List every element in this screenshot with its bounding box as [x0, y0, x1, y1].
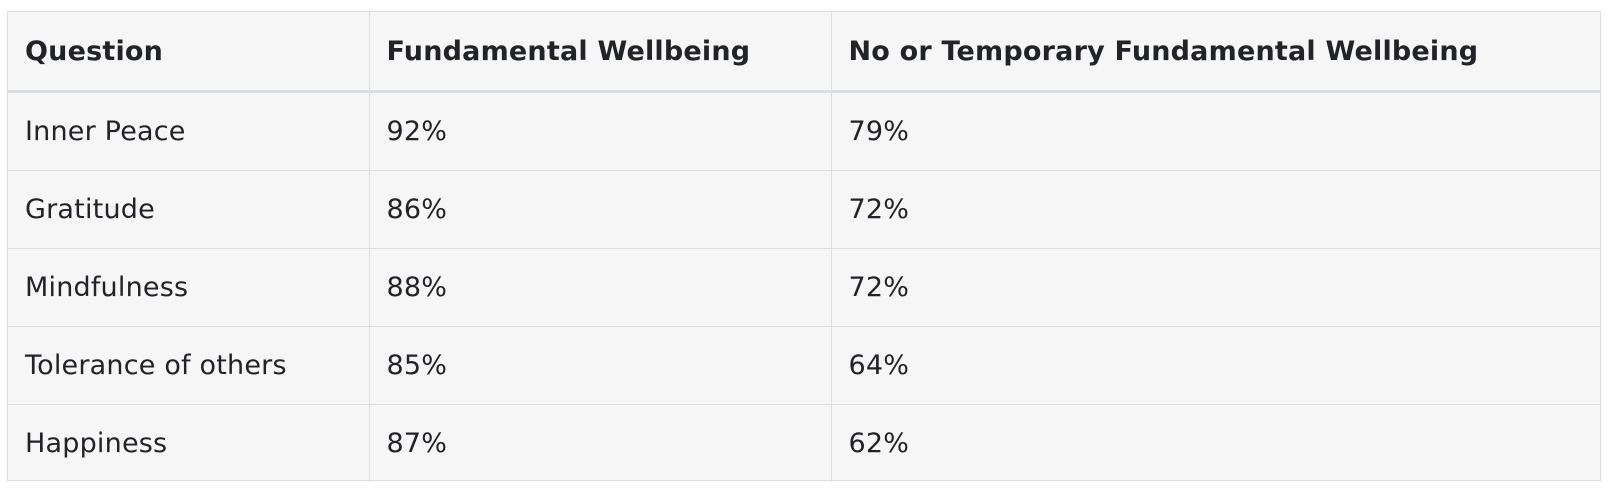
table-row: Happiness 87% 62% — [8, 404, 1600, 482]
column-header-fundamental-wellbeing: Fundamental Wellbeing — [368, 12, 831, 93]
fundamental-wellbeing-cell: 92% — [368, 91, 831, 171]
fundamental-wellbeing-cell: 85% — [368, 326, 831, 405]
question-cell: Happiness — [8, 404, 369, 482]
table-row: Gratitude 86% 72% — [8, 170, 1600, 249]
table-header: Question Fundamental Wellbeing No or Tem… — [8, 12, 1600, 93]
table-row: Mindfulness 88% 72% — [8, 248, 1600, 327]
table-body: Inner Peace 92% 79% Gratitude 86% 72% Mi… — [8, 91, 1600, 482]
question-cell: Mindfulness — [8, 248, 369, 327]
fundamental-wellbeing-cell: 87% — [368, 404, 831, 482]
no-or-temporary-cell: 62% — [830, 404, 1600, 482]
header-row: Question Fundamental Wellbeing No or Tem… — [8, 12, 1600, 93]
question-cell: Inner Peace — [8, 91, 369, 171]
question-cell: Tolerance of others — [8, 326, 369, 405]
column-header-question: Question — [8, 12, 369, 93]
no-or-temporary-cell: 72% — [830, 248, 1600, 327]
table-row: Inner Peace 92% 79% — [8, 91, 1600, 171]
no-or-temporary-cell: 72% — [830, 170, 1600, 249]
question-cell: Gratitude — [8, 170, 369, 249]
no-or-temporary-cell: 79% — [830, 91, 1600, 171]
table-row: Tolerance of others 85% 64% — [8, 326, 1600, 405]
column-header-no-or-temporary: No or Temporary Fundamental Wellbeing — [830, 12, 1600, 93]
data-table-container: Question Fundamental Wellbeing No or Tem… — [7, 11, 1601, 482]
no-or-temporary-cell: 64% — [830, 326, 1600, 405]
fundamental-wellbeing-cell: 88% — [368, 248, 831, 327]
fundamental-wellbeing-cell: 86% — [368, 170, 831, 249]
wellbeing-table: Question Fundamental Wellbeing No or Tem… — [8, 12, 1600, 482]
